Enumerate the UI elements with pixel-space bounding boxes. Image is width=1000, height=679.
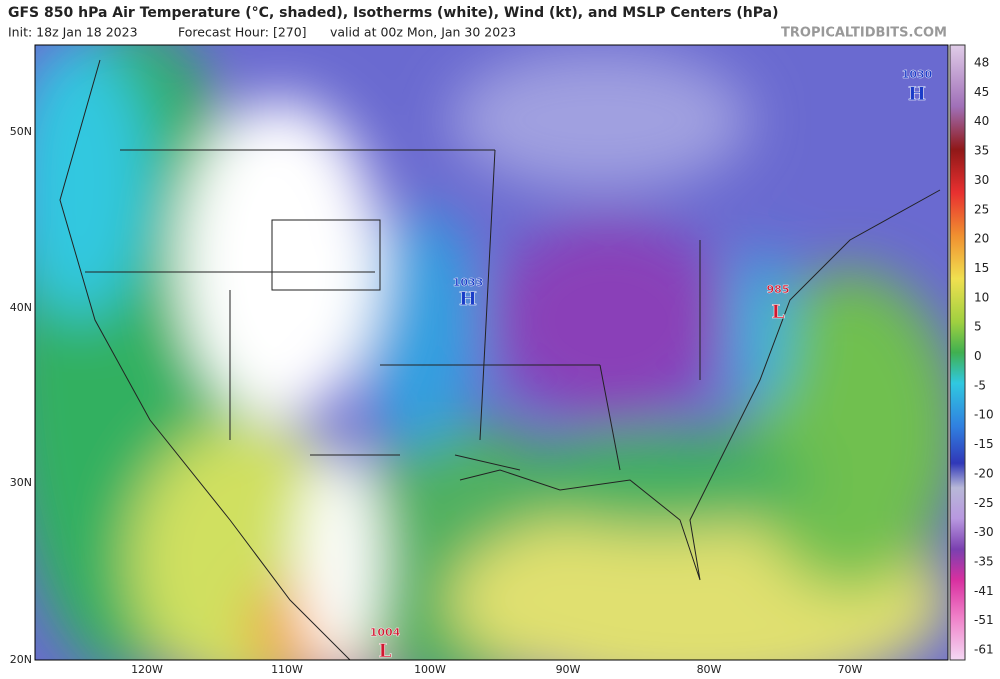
colorbar: [949, 44, 966, 661]
colorbar-label: -30: [974, 525, 994, 539]
pressure-center: H: [459, 288, 477, 310]
forecast-hour: Forecast Hour: [270]: [178, 25, 307, 40]
colorbar-label: 48: [974, 56, 989, 70]
colorbar-label: -10: [974, 408, 994, 422]
lon-label: 110W: [271, 663, 303, 676]
colorbar-label: -25: [974, 496, 994, 510]
colorbar-label: -41: [974, 584, 994, 598]
init: Init: 18z Jan 18 2023: [8, 25, 138, 40]
colorbar-label: -5: [974, 378, 986, 392]
colorbar-label: 0: [974, 349, 982, 363]
pressure-value: 1004: [370, 626, 401, 639]
colorbar-label: -15: [974, 437, 994, 451]
lat-label: 30N: [10, 476, 32, 489]
lon-label: 70W: [838, 663, 863, 676]
lat-label: 40N: [10, 301, 32, 314]
title: GFS 850 hPa Air Temperature (°C, shaded)…: [8, 5, 779, 21]
pressure-center: L: [378, 640, 391, 662]
lat-label: 50N: [10, 125, 32, 138]
valid-time: valid at 00z Mon, Jan 30 2023: [330, 25, 516, 40]
colorbar-label: 30: [974, 173, 989, 187]
pressure-value: 1030: [902, 68, 933, 81]
colorbar-label: 35: [974, 144, 989, 158]
colorbar-label: 45: [974, 85, 989, 99]
map-frame: [34, 44, 949, 661]
lon-label: 120W: [131, 663, 163, 676]
lon-label: 80W: [697, 663, 722, 676]
colorbar-label: -51: [974, 613, 994, 627]
pressure-value: 1033: [453, 276, 484, 289]
lon-label: 100W: [414, 663, 446, 676]
colorbar-label: 20: [974, 232, 989, 246]
pressure-center: L: [771, 301, 784, 323]
colorbar-label: 25: [974, 202, 989, 216]
pressure-center: H: [908, 83, 926, 105]
colorbar-label: -61: [974, 643, 994, 657]
colorbar-label: 40: [974, 114, 989, 128]
colorbar-label: 5: [974, 320, 982, 334]
pressure-value: 985: [767, 283, 790, 296]
colorbar-label: -35: [974, 554, 994, 568]
lat-label: 20N: [10, 653, 32, 666]
colorbar-label: 15: [974, 261, 989, 275]
brand[interactable]: TROPICALTIDBITS.COM: [781, 26, 947, 41]
lon-label: 90W: [556, 663, 581, 676]
map: [35, 45, 948, 660]
colorbar-label: -20: [974, 466, 994, 480]
colorbar-label: 10: [974, 290, 989, 304]
